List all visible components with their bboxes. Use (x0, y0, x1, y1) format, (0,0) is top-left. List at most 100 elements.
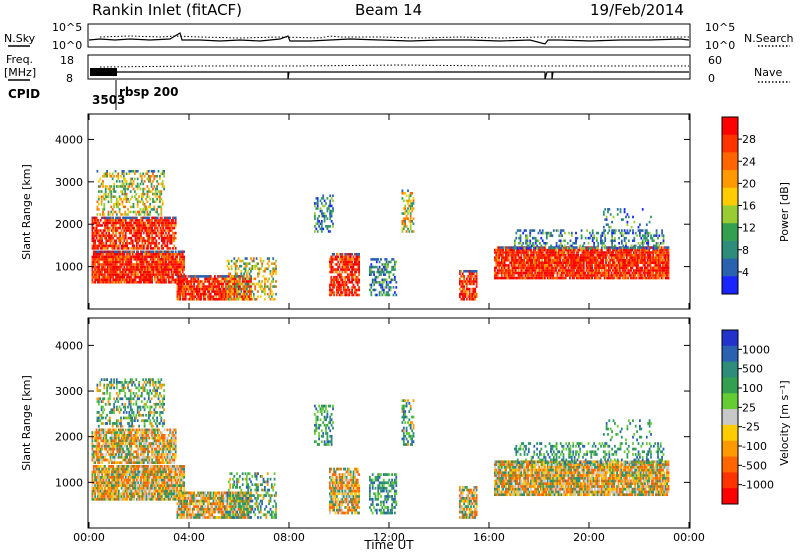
heatmap-cell (113, 182, 115, 186)
heatmap-cell (330, 268, 333, 271)
heatmap-cell (625, 259, 628, 262)
heatmap-cell (218, 290, 220, 293)
heatmap-cell (567, 264, 570, 267)
heatmap-cell (385, 283, 388, 287)
heatmap-cell (337, 265, 340, 269)
heatmap-cell (222, 277, 225, 281)
heatmap-cell (542, 253, 545, 257)
heatmap-cell (560, 253, 563, 257)
heatmap-cell (179, 298, 182, 301)
heatmap-cell (657, 236, 659, 240)
heatmap-cell (505, 248, 507, 252)
heatmap-cell (255, 298, 258, 301)
heatmap-cell (519, 274, 521, 277)
heatmap-cell (638, 276, 641, 280)
heatmap-cell (236, 287, 238, 291)
heatmap-cell (605, 251, 607, 254)
heatmap-cell (499, 253, 502, 257)
heatmap-cell (644, 264, 646, 267)
heatmap-cell (166, 236, 169, 240)
heatmap-cell (459, 272, 461, 276)
heatmap-cell (587, 236, 590, 240)
heatmap-cell (598, 271, 600, 275)
heatmap-cell (498, 246, 500, 249)
heatmap-cell (461, 275, 464, 278)
heatmap-cell (110, 236, 113, 240)
heatmap-cell (657, 256, 660, 259)
heatmap-cell (341, 270, 344, 274)
heatmap-cell (240, 272, 243, 276)
heatmap-cell (91, 224, 94, 227)
heatmap-cell (592, 253, 595, 257)
heatmap-cell (120, 247, 123, 250)
heatmap-cell (656, 248, 659, 252)
heatmap-cell (150, 208, 153, 211)
heatmap-cell (616, 264, 618, 267)
heatmap-cell (234, 282, 237, 286)
heatmap-cell (106, 172, 108, 176)
heatmap-cell (113, 253, 116, 256)
heatmap-cell (338, 263, 341, 266)
heatmap-cell (607, 271, 610, 275)
heatmap-cell (125, 182, 128, 186)
heatmap-cell (115, 281, 117, 284)
heatmap-cell (163, 239, 166, 243)
heatmap-cell (338, 275, 341, 279)
heatmap-cell (595, 274, 598, 277)
heatmap-cell (577, 271, 580, 275)
heatmap-cell (338, 281, 341, 284)
heatmap-cell (534, 236, 537, 240)
heatmap-cell (258, 272, 261, 276)
heatmap-cell (132, 170, 135, 173)
heatmap-cell (252, 292, 255, 296)
heatmap-cell (407, 217, 409, 220)
heatmap-cell (471, 275, 474, 278)
heatmap-cell (531, 259, 534, 262)
heatmap-cell (609, 213, 612, 216)
heatmap-cell (322, 194, 325, 198)
heatmap-cell (98, 229, 101, 232)
heatmap-cell (531, 264, 534, 267)
heatmap-cell (111, 208, 114, 211)
heatmap-cell (584, 276, 587, 280)
heatmap-cell (264, 277, 266, 281)
heatmap-cell (662, 276, 664, 280)
heatmap-cell (587, 247, 590, 250)
heatmap-cell (588, 256, 591, 259)
heatmap-cell (106, 278, 109, 282)
heatmap-cell (543, 242, 545, 245)
heatmap-cell (666, 256, 668, 259)
heatmap-cell (519, 276, 521, 280)
heatmap-cell (223, 298, 226, 301)
heatmap-cell (409, 217, 412, 220)
heatmap-cell (144, 253, 147, 256)
heatmap-cell (122, 219, 124, 222)
heatmap-cell (585, 256, 588, 259)
heatmap-cell (161, 200, 164, 204)
heatmap-cell (614, 271, 617, 275)
heatmap-cell (356, 288, 359, 292)
heatmap-cell (180, 255, 183, 259)
heatmap-cell (220, 298, 223, 301)
heatmap-cell (539, 261, 542, 265)
heatmap-cell (173, 258, 176, 261)
heatmap-cell (95, 216, 98, 220)
heatmap-cell (159, 229, 162, 232)
heatmap-cell (401, 230, 404, 233)
heatmap-cell (575, 266, 578, 270)
heatmap-cell (198, 287, 201, 291)
heatmap-cell (129, 190, 132, 193)
heatmap-cell (338, 283, 341, 287)
heatmap-cell (127, 255, 130, 259)
heatmap-cell (94, 239, 97, 243)
heatmap-cell (621, 269, 624, 272)
heatmap-cell (114, 203, 117, 206)
heatmap-cell (498, 248, 500, 252)
heatmap-cell (664, 276, 667, 280)
heatmap-cell (355, 281, 358, 284)
heatmap-cell (606, 271, 609, 275)
heatmap-cell (664, 251, 667, 254)
heatmap-cell (600, 271, 603, 275)
heatmap-cell (506, 266, 509, 270)
heatmap-cell (219, 298, 222, 301)
